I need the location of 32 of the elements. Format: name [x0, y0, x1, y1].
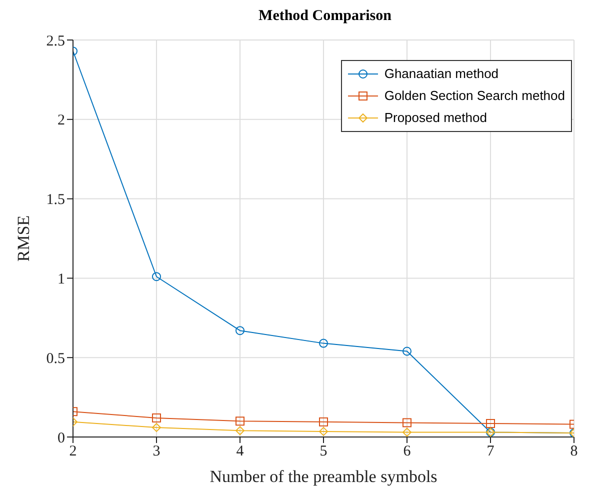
- chart-title: Method Comparison: [258, 8, 392, 26]
- y-tick-label: 0.5: [46, 350, 65, 367]
- y-axis-title: RMSE: [14, 215, 34, 262]
- y-tick-label: 2: [58, 112, 65, 129]
- y-tick-label: 1: [58, 272, 65, 288]
- x-tick-label: 8: [570, 444, 578, 460]
- y-tick-label: 2.5: [46, 33, 65, 50]
- y-tick-label: 1.5: [46, 192, 65, 208]
- point: [402, 346, 412, 356]
- point: [152, 413, 161, 422]
- legend-label: Golden Section Search method: [384, 87, 565, 105]
- point: [486, 419, 495, 428]
- legend-label: Ghanaatian method: [384, 65, 499, 83]
- legend-label: Proposed method: [384, 109, 487, 127]
- x-axis-title: Number of the preamble symbols: [210, 467, 438, 486]
- point: [319, 417, 328, 426]
- point: [236, 416, 244, 426]
- y-tick-label: 0: [58, 430, 65, 446]
- point: [236, 426, 244, 436]
- point: [152, 422, 161, 432]
- point: [152, 272, 161, 282]
- point: [319, 338, 328, 348]
- x-tick-label: 6: [403, 444, 412, 460]
- x-tick-label: 7: [486, 444, 495, 460]
- x-tick-label: 2: [69, 444, 77, 460]
- point: [402, 418, 412, 428]
- x-tick-label: 4: [236, 444, 244, 460]
- x-tick-label: 3: [152, 444, 160, 460]
- point: [236, 326, 244, 336]
- point: [319, 426, 328, 436]
- point: [402, 428, 412, 437]
- x-tick-label: 5: [320, 444, 328, 460]
